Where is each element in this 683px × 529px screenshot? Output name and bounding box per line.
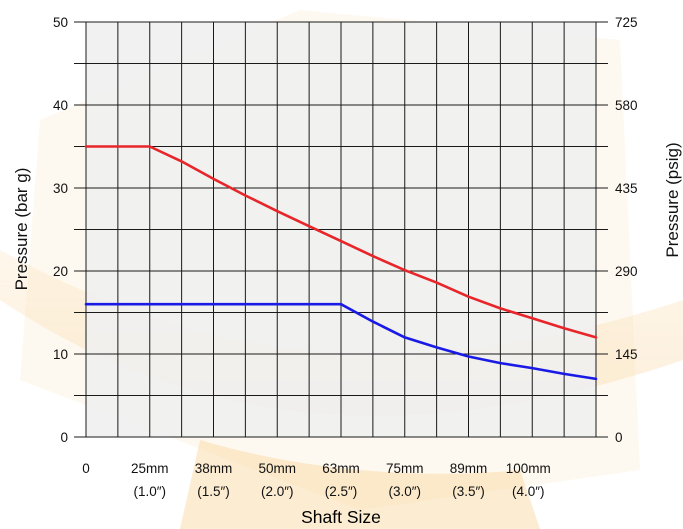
x-tick-sublabel: (4.0″) bbox=[512, 484, 545, 499]
y-tick-label-left: 30 bbox=[53, 181, 68, 196]
x-tick-sublabel: (3.0″) bbox=[388, 484, 421, 499]
tick-labels: 0 10 20 30 40 50 0 145 290 435 580 725 0 25mm (1.0″) 38… bbox=[53, 15, 638, 499]
x-tick-label: 50mm bbox=[258, 461, 296, 476]
axes bbox=[74, 21, 608, 438]
y-tick-label-right: 290 bbox=[615, 264, 638, 279]
x-tick-label: 38mm bbox=[195, 461, 233, 476]
y-tick-label-right: 580 bbox=[615, 98, 638, 113]
y-axis-title-left: Pressure (bar g) bbox=[12, 168, 31, 291]
x-tick-sublabel: (1.0″) bbox=[133, 484, 166, 499]
x-tick-sublabel: (2.5″) bbox=[325, 484, 358, 499]
x-tick-label: 63mm bbox=[322, 461, 360, 476]
x-tick-label: 0 bbox=[82, 461, 90, 476]
y-tick-label-left: 20 bbox=[53, 264, 68, 279]
series-line-1 bbox=[84, 145, 598, 339]
y-tick-label-right: 145 bbox=[615, 347, 638, 362]
y-tick-label-right: 435 bbox=[615, 181, 638, 196]
y-tick-label-left: 0 bbox=[60, 430, 68, 445]
series-layer bbox=[84, 145, 598, 381]
y-tick-label-left: 10 bbox=[53, 347, 68, 362]
series-line-2 bbox=[84, 302, 598, 381]
y-tick-label-left: 40 bbox=[53, 98, 68, 113]
x-tick-label: 89mm bbox=[450, 461, 488, 476]
y-tick-label-right: 725 bbox=[615, 15, 638, 30]
x-tick-label: 100mm bbox=[506, 461, 551, 476]
x-tick-label: 25mm bbox=[131, 461, 169, 476]
x-tick-sublabel: (3.5″) bbox=[452, 484, 485, 499]
x-tick-sublabel: (1.5″) bbox=[197, 484, 230, 499]
x-tick-sublabel: (2.0″) bbox=[261, 484, 294, 499]
y-tick-label-left: 50 bbox=[53, 15, 68, 30]
x-tick-label: 75mm bbox=[386, 461, 424, 476]
y-tick-label-right: 0 bbox=[615, 430, 623, 445]
grid bbox=[85, 21, 597, 438]
y-axis-title-right: Pressure (psig) bbox=[663, 142, 682, 257]
x-axis-title: Shaft Size bbox=[301, 507, 381, 527]
